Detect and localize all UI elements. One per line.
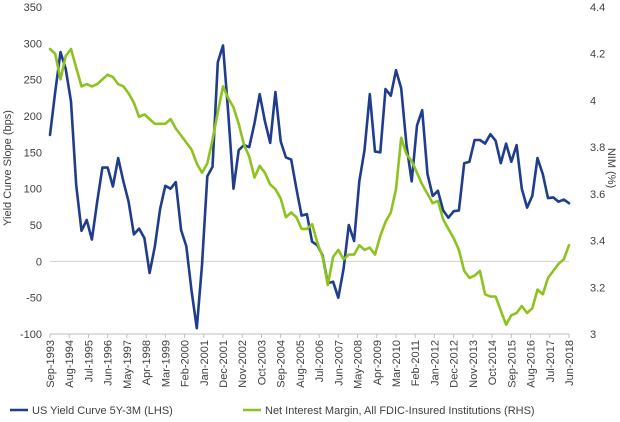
x-tick-label: Mar-1999 <box>160 340 172 387</box>
y-left-tick-label: 50 <box>30 220 42 232</box>
y-left-tick-label: 200 <box>24 111 42 123</box>
y-left-tick-label: 350 <box>24 2 42 14</box>
series-layer <box>48 44 571 330</box>
x-tick-label: Jul-1995 <box>83 340 95 382</box>
y-right-tick-label: 3.2 <box>590 282 605 294</box>
y-right-tick-label: 4.2 <box>590 49 605 61</box>
y-axis-left-title: Yield Curve Slope (bps) <box>2 110 14 226</box>
legend-label-yield: US Yield Curve 5Y-3M (LHS) <box>32 405 173 417</box>
legend-label-nim: Net Interest Margin, All FDIC-Insured In… <box>265 405 535 417</box>
x-tick-label: Apr-1998 <box>141 340 153 385</box>
x-tick-label: Jan-2012 <box>429 340 441 386</box>
x-tick-label: Jun-2007 <box>333 340 345 386</box>
x-tick-label: Nov-2013 <box>468 340 480 388</box>
legend: US Yield Curve 5Y-3M (LHS) Net Interest … <box>10 405 535 417</box>
x-tick-label: Sep-2004 <box>276 340 288 388</box>
x-tick-label: Feb-2000 <box>180 340 192 387</box>
x-tick-label: Aug-1994 <box>64 340 76 388</box>
x-tick-label: Dec-2001 <box>218 340 230 388</box>
x-tick-label: May-2008 <box>353 340 365 389</box>
x-tick-label: Oct-2014 <box>487 340 499 385</box>
y-right-tick-label: 3 <box>590 329 596 341</box>
x-tick-label: Feb-2011 <box>410 340 422 386</box>
x-tick-label: Apr-2009 <box>372 340 384 385</box>
x-tick-label: Aug-2005 <box>295 340 307 388</box>
x-tick-label: Mar-2010 <box>391 340 403 387</box>
y-right-tick-label: 4 <box>590 95 596 107</box>
y-left-tick-label: 300 <box>24 38 42 50</box>
x-tick-label: Sep-1993 <box>45 340 57 388</box>
y-right-tick-label: 3.6 <box>590 189 605 201</box>
axes: 350 300 250 200 150 100 50 0 -50 -100 4.4 4.2 4 3.8 3.… <box>20 2 605 389</box>
x-tick-label: Jun-1996 <box>103 340 115 386</box>
y-right-tick-label: 4.4 <box>590 2 605 14</box>
y-left-tick-label: -100 <box>20 329 42 341</box>
y-left-tick-label: 100 <box>24 184 42 196</box>
x-tick-label: May-1997 <box>122 340 134 389</box>
y-right-tick-label: 3.8 <box>590 142 605 154</box>
y-left-tick-label: 0 <box>36 256 42 268</box>
x-tick-label: Jun-2018 <box>564 340 576 386</box>
y-left-tick-label: 250 <box>24 75 42 87</box>
x-tick-label: Jan-2001 <box>199 340 211 386</box>
series-line-yield-curve <box>48 44 571 330</box>
series-line-nim <box>48 47 571 327</box>
x-tick-label: Aug-2016 <box>526 340 538 388</box>
x-tick-label: Nov-2002 <box>237 340 249 388</box>
x-tick-label: Dec-2012 <box>449 340 461 388</box>
x-tick-label: Oct-2003 <box>256 340 268 385</box>
y-right-tick-label: 3.4 <box>590 236 605 248</box>
y-axis-right-title: NIM (%) <box>605 148 617 188</box>
y-left-tick-label: 150 <box>24 147 42 159</box>
x-tick-label: Sep-2015 <box>506 340 518 388</box>
x-tick-label: Jul-2017 <box>545 340 557 382</box>
y-left-tick-label: -50 <box>26 293 42 305</box>
x-tick-label: Jul-2006 <box>314 340 326 382</box>
